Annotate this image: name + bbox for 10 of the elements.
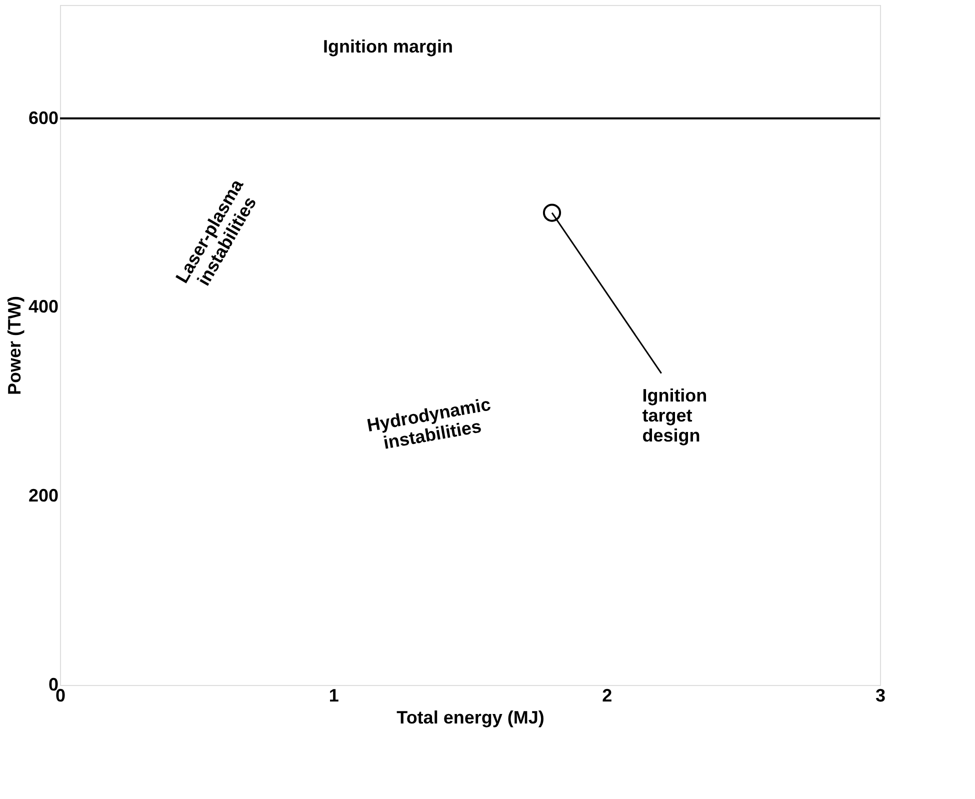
y-tick-label: 200 [28,486,58,506]
x-tick-label: 3 [875,686,886,706]
y-axis-title: Power (TW) [4,296,24,395]
annotation: Ignition margin [323,36,453,56]
y-tick-label: 600 [28,108,58,128]
x-axis-title: Total energy (MJ) [396,708,544,728]
annotation: Ignition target design [642,386,708,446]
x-tick-label: 2 [602,686,612,706]
y-tick-label: 400 [28,296,58,317]
x-tick-label: 1 [328,686,339,706]
